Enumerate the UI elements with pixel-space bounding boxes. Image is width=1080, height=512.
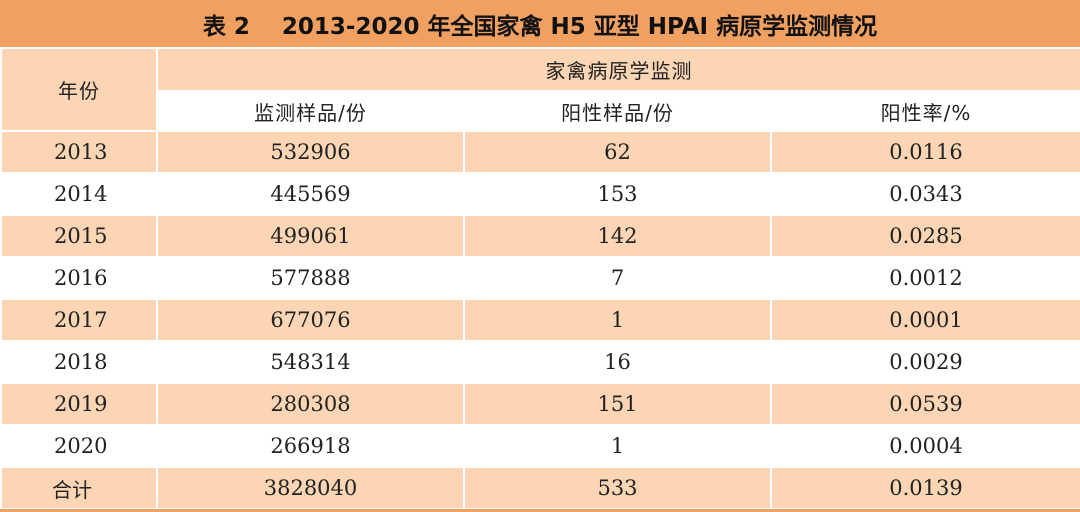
cell-samples: 677076 [156, 298, 465, 342]
table-row: 2020 266918 1 0.0004 [0, 424, 1080, 468]
cell-year: 2014 [0, 172, 158, 216]
table-row: 2014 445569 153 0.0343 [0, 172, 1080, 216]
cell-year: 2016 [0, 256, 158, 300]
cell-rate: 0.0029 [769, 340, 1080, 384]
header-year: 年份 [0, 47, 158, 132]
table-row: 2018 548314 16 0.0029 [0, 340, 1080, 384]
header-rate: 阳性率/% [769, 90, 1080, 132]
cell-year: 2013 [0, 130, 158, 174]
cell-rate: 0.0004 [769, 424, 1080, 468]
table-title: 表 2 2013-2020 年全国家禽 H5 亚型 HPAI 病原学监测情况 [0, 0, 1080, 47]
cell-rate: 0.0116 [769, 130, 1080, 174]
cell-positive: 1 [463, 298, 772, 342]
total-row: 合计 3828040 533 0.0139 [0, 466, 1080, 510]
cell-samples: 280308 [156, 382, 465, 426]
total-positive: 533 [463, 466, 772, 510]
table-row: 2016 577888 7 0.0012 [0, 256, 1080, 300]
cell-samples: 499061 [156, 214, 465, 258]
total-rate: 0.0139 [769, 466, 1080, 510]
cell-positive: 142 [463, 214, 772, 258]
cell-samples: 445569 [156, 172, 465, 216]
cell-rate: 0.0012 [769, 256, 1080, 300]
cell-rate: 0.0343 [769, 172, 1080, 216]
table-row: 2013 532906 62 0.0116 [0, 130, 1080, 174]
cell-year: 2020 [0, 424, 158, 468]
header-positive: 阳性样品/份 [463, 90, 772, 132]
cell-rate: 0.0285 [769, 214, 1080, 258]
cell-samples: 532906 [156, 130, 465, 174]
cell-samples: 577888 [156, 256, 465, 300]
cell-samples: 548314 [156, 340, 465, 384]
cell-rate: 0.0001 [769, 298, 1080, 342]
table-row: 2017 677076 1 0.0001 [0, 298, 1080, 342]
cell-year: 2017 [0, 298, 158, 342]
cell-samples: 266918 [156, 424, 465, 468]
monitoring-table: 年份 家禽病原学监测 监测样品/份 阳性样品/份 阳性率/% 2013 53290… [0, 47, 1080, 510]
bottom-rule [0, 509, 1080, 512]
cell-year: 2019 [0, 382, 158, 426]
total-samples: 3828040 [156, 466, 465, 510]
table-row: 2015 499061 142 0.0285 [0, 214, 1080, 258]
cell-positive: 16 [463, 340, 772, 384]
cell-rate: 0.0539 [769, 382, 1080, 426]
header-samples: 监测样品/份 [156, 90, 465, 132]
cell-positive: 153 [463, 172, 772, 216]
table-row: 2019 280308 151 0.0539 [0, 382, 1080, 426]
header-group: 家禽病原学监测 [155, 47, 1080, 92]
cell-positive: 1 [463, 424, 772, 468]
cell-year: 2018 [0, 340, 158, 384]
total-label: 合计 [0, 466, 158, 510]
cell-positive: 7 [463, 256, 772, 300]
cell-positive: 151 [463, 382, 772, 426]
cell-year: 2015 [0, 214, 158, 258]
cell-positive: 62 [463, 130, 772, 174]
